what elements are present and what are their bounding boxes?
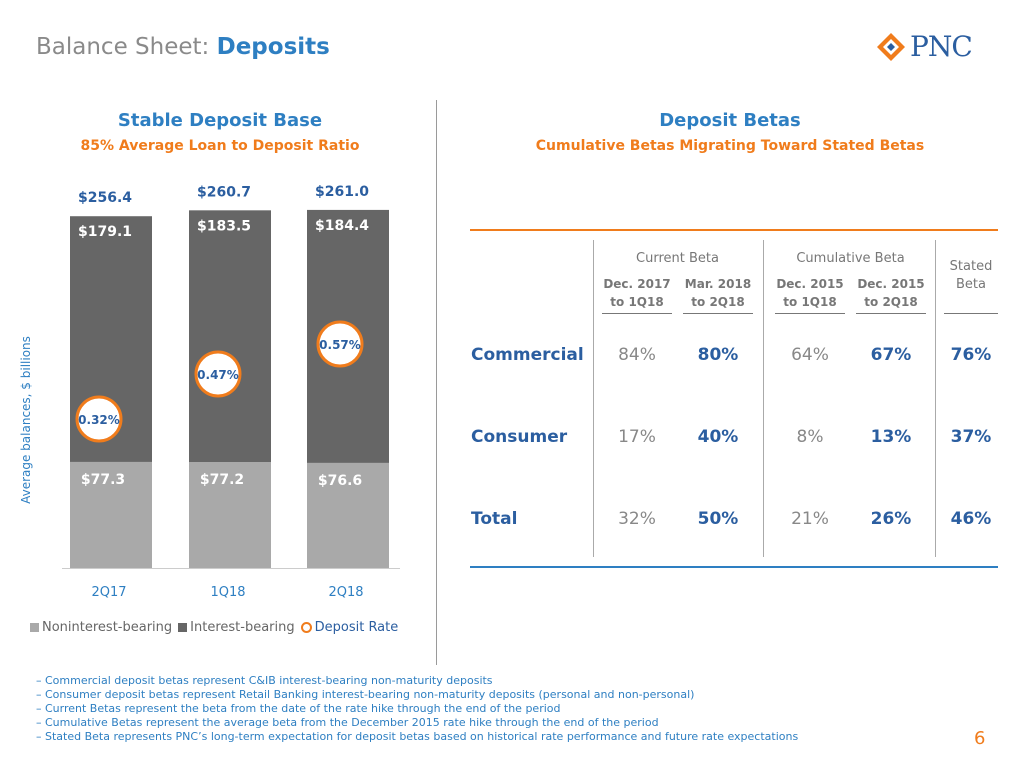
subheader-dec2015-1q18: Dec. 2015 to 1Q18	[773, 275, 847, 311]
page-title-main: Deposits	[216, 34, 330, 60]
footnote: – Commercial deposit betas represent C&I…	[36, 674, 493, 687]
row-label-commercial: Commercial	[471, 345, 584, 365]
table-column-separator	[593, 240, 594, 557]
subheader-dec2017-1q18: Dec. 2017 to 1Q18	[600, 275, 674, 311]
subheader-underline	[683, 313, 753, 314]
label-total-2Q18: $261.0	[315, 184, 369, 200]
left-panel-title: Stable Deposit Base	[117, 110, 323, 131]
chart-legend: Noninterest-bearing Interest-bearing Dep…	[30, 620, 404, 635]
legend-item-noninterest: Noninterest-bearing	[30, 620, 172, 635]
cell-total-current-2: 50%	[697, 509, 739, 529]
cell-commercial-current-2: 80%	[697, 345, 739, 365]
subheader-underline	[602, 313, 672, 314]
cell-commercial-stated: 76%	[950, 345, 992, 365]
deposit-rate-label-2Q18: 0.57%	[319, 338, 361, 352]
legend-swatch-noninterest	[30, 623, 39, 632]
subheader-line: Dec. 2015	[776, 277, 844, 291]
header-current-beta: Current Beta	[636, 251, 719, 266]
deposit-rate-marker-2Q18	[316, 320, 364, 368]
cell-total-stated: 46%	[950, 509, 992, 529]
footnote: – Stated Beta represents PNC’s long-term…	[36, 730, 799, 743]
cell-consumer-cumulative-1: 8%	[796, 427, 824, 447]
legend-label-noninterest: Noninterest-bearing	[42, 620, 173, 635]
table-bottom-rule	[470, 566, 998, 568]
header-stated-beta: Stated Beta	[940, 258, 1002, 294]
legend-swatch-interest	[178, 623, 188, 632]
legend-item-interest: Interest-bearing	[178, 620, 295, 635]
page-title-prefix: Balance Sheet:	[36, 34, 210, 60]
cell-consumer-current-2: 40%	[697, 427, 739, 447]
cell-commercial-cumulative-1: 64%	[791, 345, 829, 365]
header-cumulative-beta: Cumulative Beta	[796, 251, 905, 266]
subheader-underline	[856, 313, 926, 314]
cell-total-cumulative-2: 26%	[870, 509, 912, 529]
footnote: – Current Betas represent the beta from …	[36, 702, 561, 715]
left-panel-subtitle: 85% Average Loan to Deposit Ratio	[80, 138, 360, 154]
header-stated-line2: Beta	[956, 277, 986, 292]
subheader-line: Dec. 2015	[857, 277, 925, 291]
bar-noninterest-2Q17	[70, 461, 152, 568]
label-interest-1Q18: $183.5	[197, 218, 251, 234]
x-tick-2Q18: 2Q18	[328, 585, 363, 600]
label-noninterest-1Q18: $77.2	[200, 472, 244, 488]
footnotes: – Commercial deposit betas represent C&I…	[36, 674, 798, 744]
x-tick-1Q18: 1Q18	[210, 585, 245, 600]
right-panel-title: Deposit Betas	[659, 110, 801, 131]
label-noninterest-2Q17: $77.3	[81, 472, 125, 488]
subheader-dec2015-2q18: Dec. 2015 to 2Q18	[854, 275, 928, 311]
bar-noninterest-1Q18	[189, 462, 271, 568]
legend-swatch-deposit-rate	[300, 622, 312, 633]
subheader-underline	[944, 313, 998, 314]
pnc-logo-text: PNC	[910, 30, 973, 63]
table-top-rule	[470, 229, 998, 231]
table-column-separator	[935, 240, 936, 557]
legend-label-deposit-rate: Deposit Rate	[314, 620, 399, 635]
cell-consumer-current-1: 17%	[618, 427, 656, 447]
label-interest-2Q18: $184.4	[315, 218, 369, 234]
cell-consumer-cumulative-2: 13%	[870, 427, 912, 447]
cell-consumer-stated: 37%	[950, 427, 992, 447]
deposit-rate-label-1Q18: 0.47%	[197, 368, 239, 382]
subheader-line: to 2Q18	[691, 295, 745, 309]
subheader-line: to 1Q18	[783, 295, 837, 309]
right-panel-subtitle: Cumulative Betas Migrating Toward Stated…	[535, 138, 925, 154]
page-title: Balance Sheet: Deposits	[36, 34, 330, 60]
deposit-stacked-bar-chart: $77.3 $179.1 $256.4 2Q17 0.32% $77.2 $183.5 $26…	[62, 184, 400, 600]
footnote: – Cumulative Betas represent the average…	[36, 716, 659, 729]
table-column-separator	[763, 240, 764, 557]
pnc-logo-icon	[877, 32, 905, 61]
pnc-logo: PNC	[876, 30, 973, 63]
label-interest-2Q17: $179.1	[78, 224, 132, 240]
cell-total-current-1: 32%	[618, 509, 656, 529]
page-number: 6	[974, 728, 986, 749]
deposit-rate-marker-2Q17	[75, 395, 123, 443]
subheader-line: Dec. 2017	[603, 277, 671, 291]
subheader-underline	[775, 313, 845, 314]
legend-label-interest: Interest-bearing	[190, 620, 295, 635]
subheader-line: Mar. 2018	[684, 277, 752, 291]
row-label-consumer: Consumer	[471, 427, 568, 447]
subheader-line: to 1Q18	[610, 295, 664, 309]
cell-commercial-current-1: 84%	[618, 345, 656, 365]
deposit-rate-marker-1Q18	[194, 350, 242, 398]
label-noninterest-2Q18: $76.6	[318, 473, 362, 489]
deposit-rate-label-2Q17: 0.32%	[78, 413, 120, 427]
bar-noninterest-2Q18	[307, 462, 389, 568]
label-total-2Q17: $256.4	[78, 190, 132, 206]
cell-total-cumulative-1: 21%	[791, 509, 829, 529]
bar-interest-1Q18	[189, 210, 271, 463]
cell-commercial-cumulative-2: 67%	[870, 345, 912, 365]
row-label-total: Total	[471, 509, 518, 529]
header-stated-line1: Stated	[949, 259, 993, 274]
x-tick-2Q17: 2Q17	[91, 585, 126, 600]
subheader-mar2018-2q18: Mar. 2018 to 2Q18	[681, 275, 755, 311]
footnote: – Consumer deposit betas represent Retai…	[36, 688, 695, 701]
panel-divider	[436, 100, 437, 665]
legend-item-deposit-rate: Deposit Rate	[300, 620, 399, 635]
label-total-1Q18: $260.7	[197, 184, 251, 200]
subheader-line: to 2Q18	[864, 295, 918, 309]
